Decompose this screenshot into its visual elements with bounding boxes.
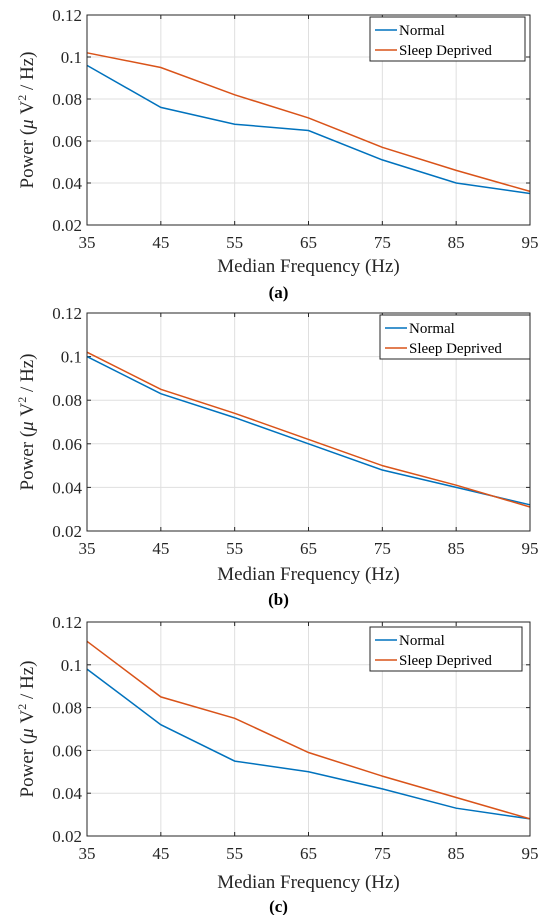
x-tick-label: 65 (300, 233, 317, 252)
y-axis-label-part: V (17, 403, 38, 422)
legend-entry-label: Normal (399, 23, 445, 39)
y-axis-label-part: / Hz) (17, 52, 38, 95)
x-tick-label: 95 (522, 539, 539, 558)
y-axis-label-part: V (17, 101, 38, 120)
x-tick-label: 85 (448, 233, 465, 252)
x-tick-label: 35 (79, 233, 96, 252)
series-line-normal (86, 355, 531, 506)
y-axis-label-part: μ (17, 728, 38, 739)
y-tick-label: 0.12 (52, 613, 82, 632)
x-axis-label: Median Frequency (Hz) (217, 256, 400, 277)
x-tick-label: 45 (152, 233, 169, 252)
series-line-sleep-deprived (86, 351, 531, 508)
panel-caption: (c) (269, 897, 288, 915)
y-axis-label-part: 2 (15, 95, 29, 101)
x-tick-label: 85 (448, 539, 465, 558)
x-tick-label: 65 (300, 844, 317, 863)
legend-box (369, 626, 523, 672)
legend-entry-label: Sleep Deprived (409, 341, 502, 357)
y-tick-label: 0.12 (52, 6, 82, 25)
y-tick-label: 0.02 (52, 522, 82, 541)
x-tick-label: 35 (79, 844, 96, 863)
x-axis-label: Median Frequency (Hz) (217, 564, 400, 585)
y-axis-label-part: / Hz) (17, 661, 38, 704)
y-tick-label: 0.1 (61, 48, 82, 67)
series-line-sleep-deprived (86, 52, 531, 193)
legend-box (369, 16, 526, 62)
x-tick-label: 55 (226, 233, 243, 252)
chart-panel-c: 35 45 55 65 75 85 95 0.02 0.04 0.06 0.08 0.1 0.12 Nor… (15, 613, 539, 915)
y-tick-label: 0.08 (52, 90, 82, 109)
y-tick-label: 0.06 (52, 435, 82, 454)
y-axis-label-part: / Hz) (17, 354, 38, 397)
y-tick-label: 0.06 (52, 132, 82, 151)
y-tick-label: 0.08 (52, 699, 82, 718)
series-line-sleep-deprived (86, 640, 531, 820)
y-axis-label: Power (μ V2 / Hz) (15, 661, 38, 798)
legend: Normal Sleep Deprived (369, 16, 526, 62)
panel-caption: (b) (268, 590, 289, 609)
x-tick-label: 75 (374, 539, 391, 558)
x-axis-label: Median Frequency (Hz) (217, 872, 400, 893)
axes-frame (86, 621, 531, 837)
series-line-normal (86, 668, 531, 820)
series-line-normal (86, 64, 531, 195)
y-tick-label: 0.04 (52, 478, 82, 497)
y-axis-label-part: μ (17, 421, 38, 432)
x-tick-label: 45 (152, 539, 169, 558)
axes-frame (86, 14, 531, 226)
y-axis-label-part: V (17, 710, 38, 729)
x-tick-label: 55 (226, 539, 243, 558)
y-tick-label: 0.1 (61, 656, 82, 675)
y-tick-label: 0.1 (61, 348, 82, 367)
y-tick-label: 0.12 (52, 304, 82, 323)
legend: Normal Sleep Deprived (369, 626, 523, 672)
y-axis-label-part: Power ( (17, 431, 38, 491)
x-tick-label: 35 (79, 539, 96, 558)
x-tick-label: 65 (300, 539, 317, 558)
legend-entry-label: Sleep Deprived (399, 43, 492, 59)
y-tick-label: 0.08 (52, 391, 82, 410)
panel-caption: (a) (269, 283, 289, 302)
x-tick-label: 95 (522, 844, 539, 863)
y-axis-label-part: 2 (15, 704, 29, 710)
x-tick-label: 45 (152, 844, 169, 863)
y-axis-label: Power (μ V2 / Hz) (15, 354, 38, 491)
chart-panel-b: 35 45 55 65 75 85 95 0.02 0.04 0.06 0.08 0.1 0.12 Nor… (15, 304, 539, 609)
y-axis-label-part: μ (17, 119, 38, 130)
chart-panel-a: 35 45 55 65 75 85 95 0.02 0.04 0.06 0.08 0.1 0.12 Nor… (15, 6, 539, 302)
legend: Normal Sleep Deprived (379, 314, 531, 360)
legend-entry-label: Sleep Deprived (399, 653, 492, 669)
y-tick-label: 0.06 (52, 741, 82, 760)
x-tick-label: 85 (448, 844, 465, 863)
y-tick-label: 0.04 (52, 174, 82, 193)
legend-entry-label: Normal (399, 633, 445, 649)
y-tick-label: 0.02 (52, 216, 82, 235)
legend-box (379, 314, 531, 360)
y-axis-label-part: 2 (15, 397, 29, 403)
y-tick-label: 0.04 (52, 784, 82, 803)
x-tick-label: 75 (374, 233, 391, 252)
x-tick-label: 75 (374, 844, 391, 863)
y-axis-label-part: Power ( (17, 129, 38, 189)
axes-frame (86, 312, 531, 532)
y-tick-label: 0.02 (52, 827, 82, 846)
legend-entry-label: Normal (409, 321, 455, 337)
x-tick-label: 95 (522, 233, 539, 252)
y-axis-label: Power (μ V2 / Hz) (15, 52, 38, 189)
x-tick-label: 55 (226, 844, 243, 863)
y-axis-label-part: Power ( (17, 738, 38, 798)
